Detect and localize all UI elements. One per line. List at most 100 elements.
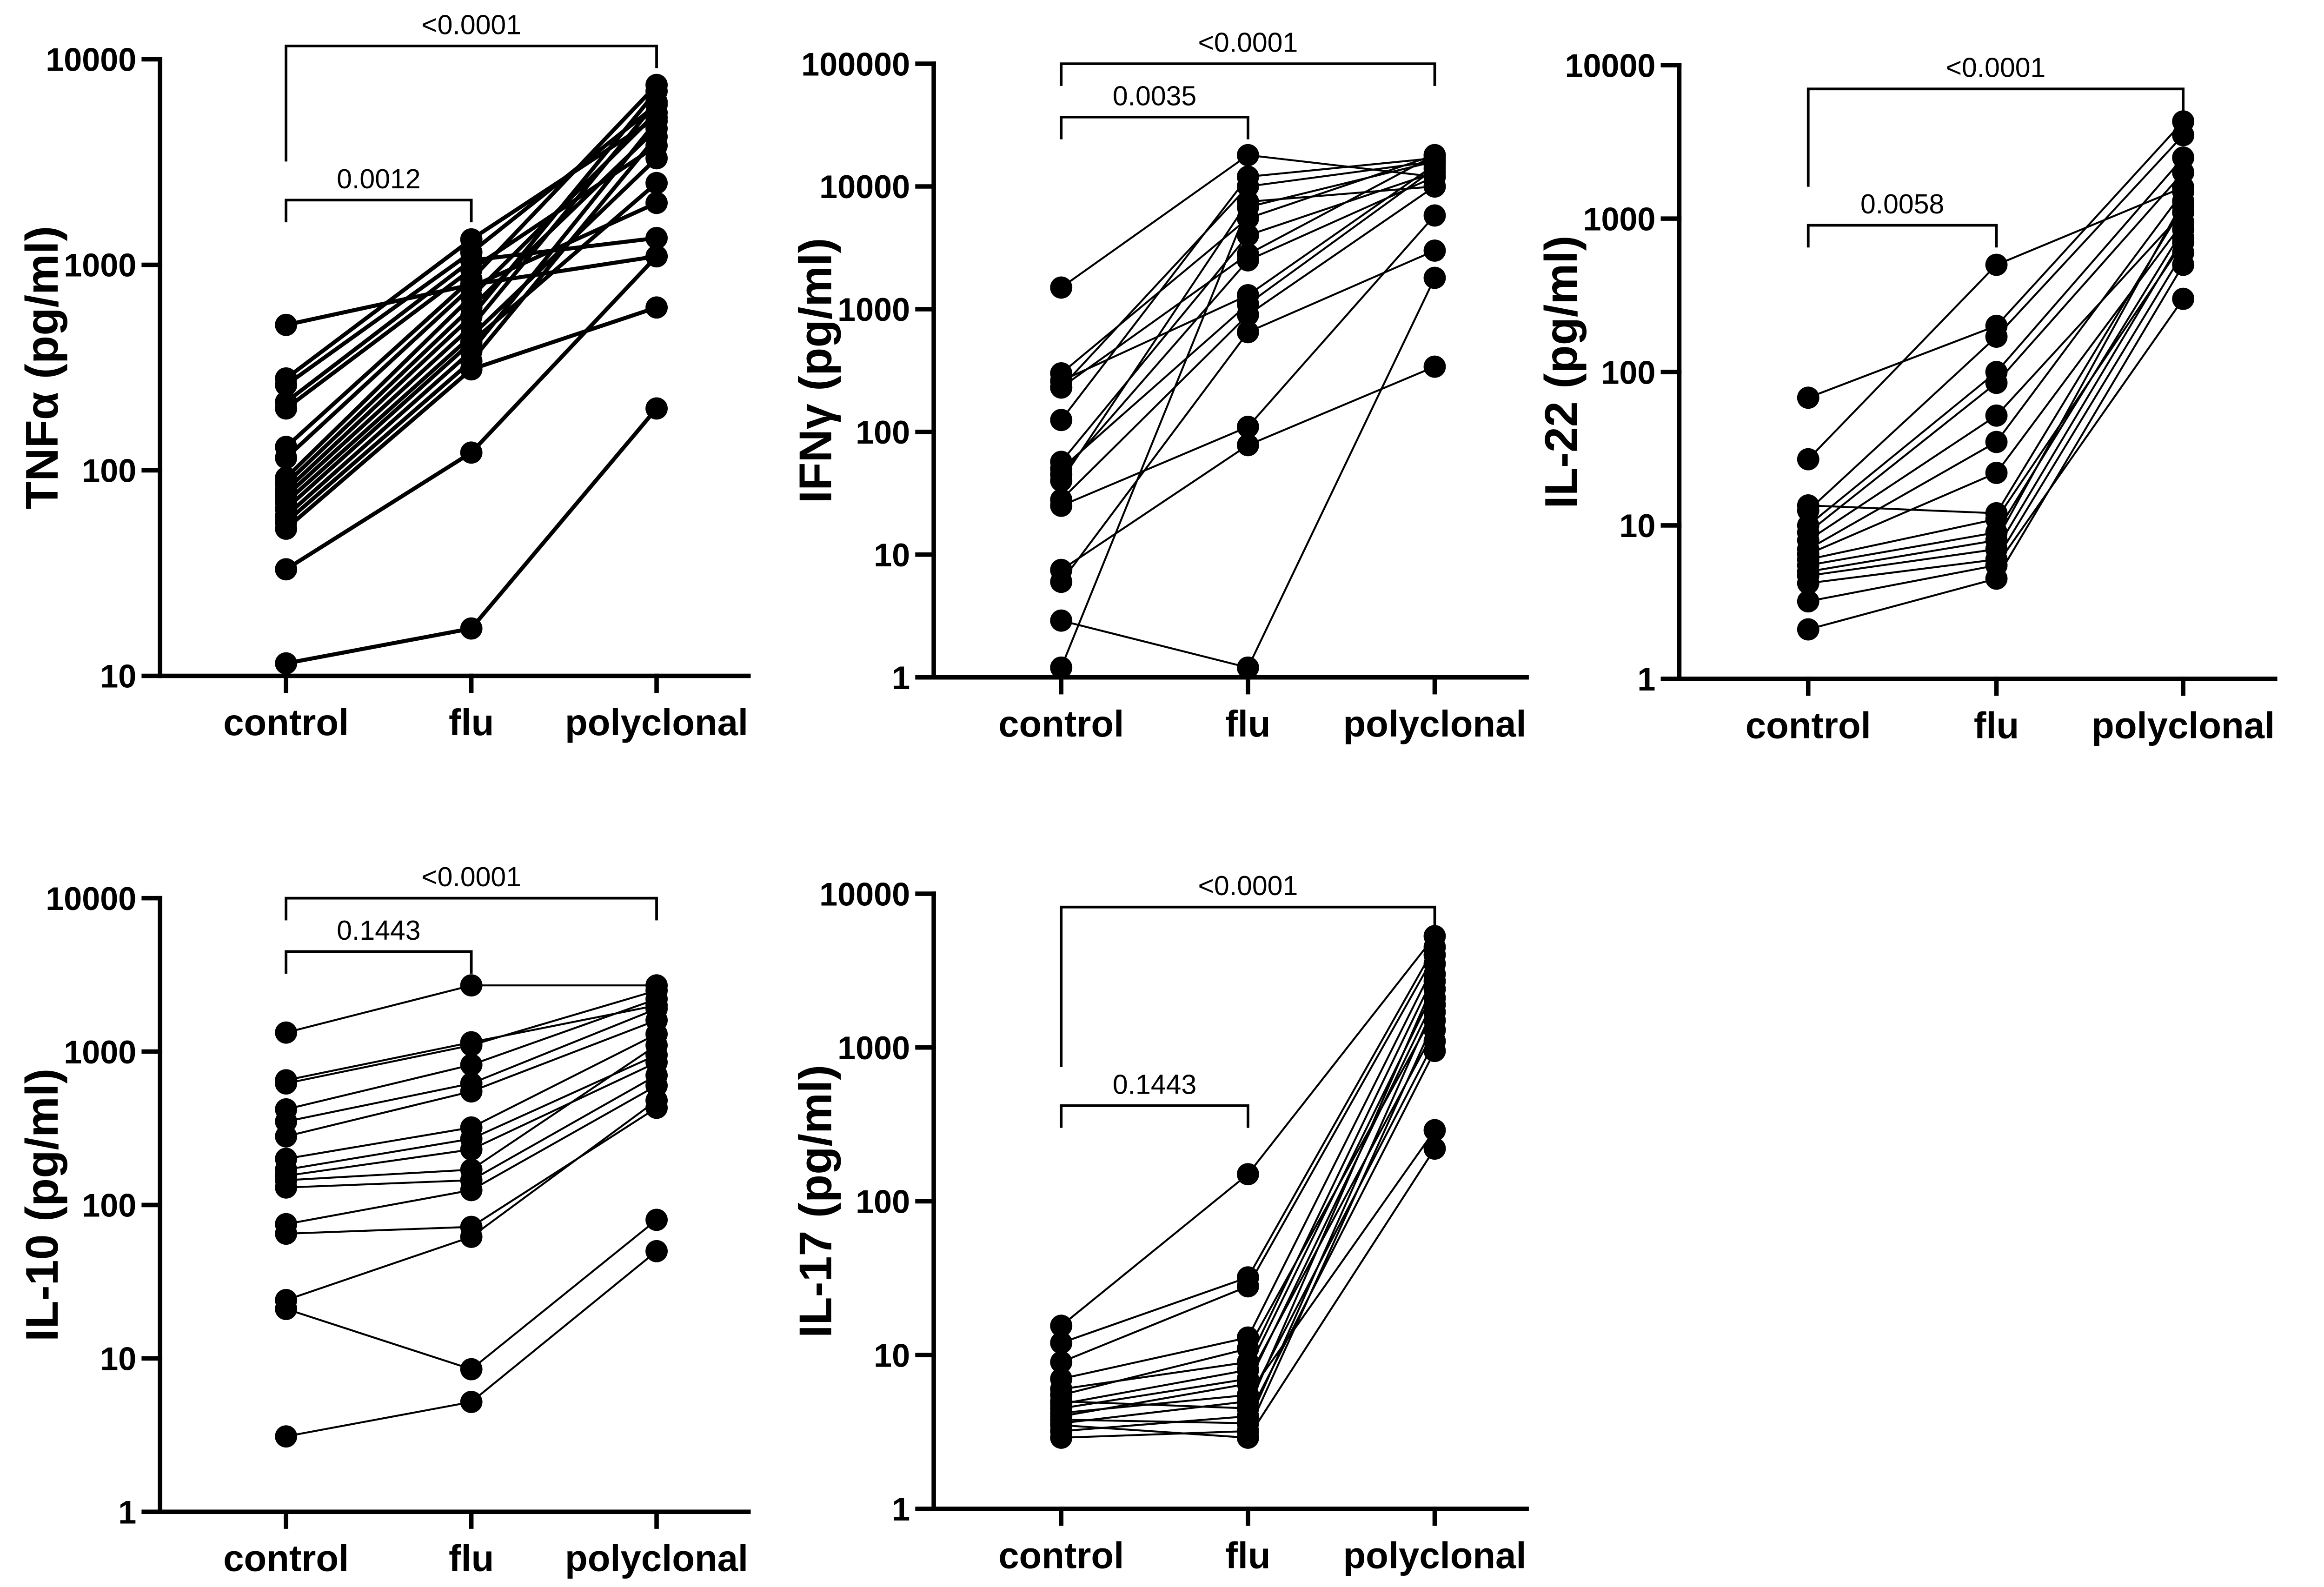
comparison-bracket <box>1806 224 1998 248</box>
data-point <box>1050 469 1073 492</box>
data-point <box>1423 144 1446 166</box>
data-point <box>1985 462 2008 484</box>
data-point <box>1797 494 1819 517</box>
y-tick-label: 1000 <box>837 1030 910 1066</box>
data-point <box>1050 1351 1073 1374</box>
category-label: control <box>998 1534 1124 1576</box>
data-point <box>1423 1137 1446 1160</box>
data-point <box>645 1096 668 1119</box>
data-point <box>2172 287 2195 310</box>
data-point <box>645 172 668 194</box>
data-point <box>1985 361 2008 383</box>
data-point <box>460 1031 483 1054</box>
y-tick-label: 10 <box>100 1341 136 1377</box>
data-point <box>275 367 298 390</box>
data-point <box>1050 656 1073 679</box>
data-point <box>645 974 668 997</box>
panel-ifng: 1 10 100 1000 10000 100000 IFNγ (pg/ml) control… <box>790 28 1529 744</box>
y-tick-label: 100 <box>856 1184 910 1220</box>
y-tick-label: 100 <box>82 453 136 489</box>
data-point <box>1236 284 1259 306</box>
data-point <box>645 296 668 319</box>
data-point <box>275 466 298 489</box>
data-point <box>1423 355 1446 378</box>
data-point <box>645 134 668 157</box>
data-point <box>275 1213 298 1235</box>
p-value-label: <0.0001 <box>1198 871 1298 901</box>
data-point <box>1236 1266 1259 1289</box>
y-tick-label: 1000 <box>64 1034 136 1070</box>
data-point <box>460 974 483 997</box>
data-points <box>275 73 668 675</box>
category-label: polyclonal <box>2092 704 2275 746</box>
data-point <box>645 994 668 1017</box>
data-point <box>1423 1001 1446 1023</box>
data-point <box>275 558 298 581</box>
data-point <box>1985 502 2008 525</box>
data-point <box>645 106 668 129</box>
category-label: control <box>998 703 1124 744</box>
data-point <box>1236 144 1259 166</box>
data-point <box>1236 207 1259 230</box>
data-point <box>460 441 483 464</box>
data-point <box>1236 1351 1259 1374</box>
data-point <box>275 1021 298 1044</box>
comparison-bracket <box>1060 1104 1249 1128</box>
data-point <box>275 1148 298 1170</box>
data-point <box>1050 1315 1073 1337</box>
y-tick-label: 10 <box>1619 508 1655 544</box>
data-point <box>1985 431 2008 453</box>
data-point <box>275 1425 298 1448</box>
data-point <box>1423 166 1446 188</box>
data-point <box>2172 231 2195 254</box>
data-point <box>1985 253 2008 276</box>
data-point <box>460 228 483 251</box>
category-label: flu <box>1974 704 2019 746</box>
y-tick-label: 1 <box>1637 661 1655 697</box>
y-tick-label: 10000 <box>819 876 910 912</box>
data-point <box>460 617 483 640</box>
p-value-label: <0.0001 <box>1198 28 1298 58</box>
p-value-label: 0.0035 <box>1113 81 1196 111</box>
y-tick-label: 10 <box>874 537 910 573</box>
y-axis-title: IL-22 (pg/ml) <box>1535 235 1587 508</box>
comparison-bracket <box>1060 905 1436 1067</box>
data-point <box>1985 404 2008 427</box>
comparison-bracket <box>1060 115 1249 139</box>
category-label: polyclonal <box>1343 1534 1526 1576</box>
data-point <box>275 1069 298 1092</box>
panel-tnfa: 10 100 1000 10000 TNFα (pg/ml) control flu poly… <box>16 10 751 743</box>
data-point <box>1050 1368 1073 1390</box>
data-point <box>275 1288 298 1311</box>
data-point <box>645 245 668 268</box>
data-point <box>1423 925 1446 948</box>
y-tick-label: 100000 <box>801 46 910 82</box>
data-point <box>1236 321 1259 344</box>
data-point <box>1050 451 1073 473</box>
comparison-bracket <box>1806 87 2185 187</box>
y-tick-label: 10000 <box>1565 47 1655 84</box>
data-point <box>645 226 668 249</box>
data-point <box>1236 1326 1259 1349</box>
category-label: control <box>223 702 349 743</box>
comparison-bracket <box>1060 62 1436 86</box>
y-tick-label: 1000 <box>837 292 910 328</box>
data-point <box>275 391 298 413</box>
y-axis-title: IFNγ (pg/ml) <box>790 238 841 503</box>
data-point <box>1236 191 1259 213</box>
y-tick-label: 100 <box>856 414 910 451</box>
data-point <box>1236 656 1259 679</box>
data-point <box>2172 195 2195 218</box>
data-point <box>645 73 668 96</box>
data-point <box>1797 590 1819 613</box>
y-axis-title: IL-17 (pg/ml) <box>790 1065 841 1338</box>
data-point <box>1423 1119 1446 1142</box>
y-tick-label: 10 <box>100 658 136 695</box>
y-tick-label: 100 <box>1601 354 1655 391</box>
comparison-bracket <box>285 896 658 921</box>
data-point <box>1423 1019 1446 1041</box>
panel-il22: 1 10 100 1000 10000 IL-22 (pg/ml) control flu po… <box>1535 47 2278 746</box>
y-tick-label: 100 <box>82 1188 136 1224</box>
p-value-label: 0.1443 <box>337 916 420 946</box>
